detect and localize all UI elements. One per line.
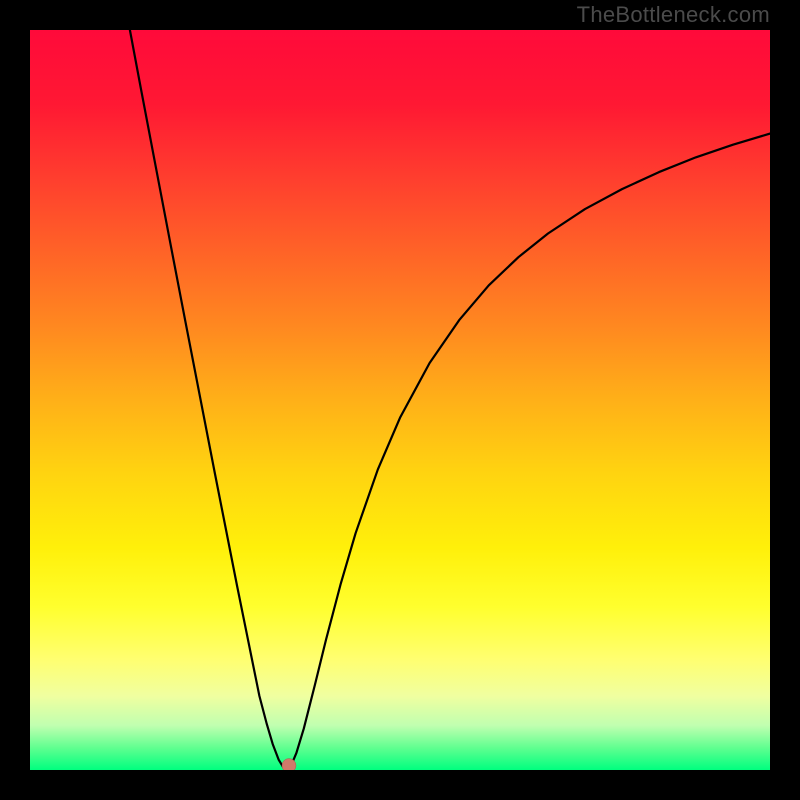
watermark-text: TheBottleneck.com [577, 2, 770, 28]
frame-bottom [0, 770, 800, 800]
bottleneck-curve-chart [30, 30, 770, 770]
optimum-marker [282, 759, 296, 770]
plot-area [30, 30, 770, 770]
bottleneck-curve [130, 30, 770, 770]
